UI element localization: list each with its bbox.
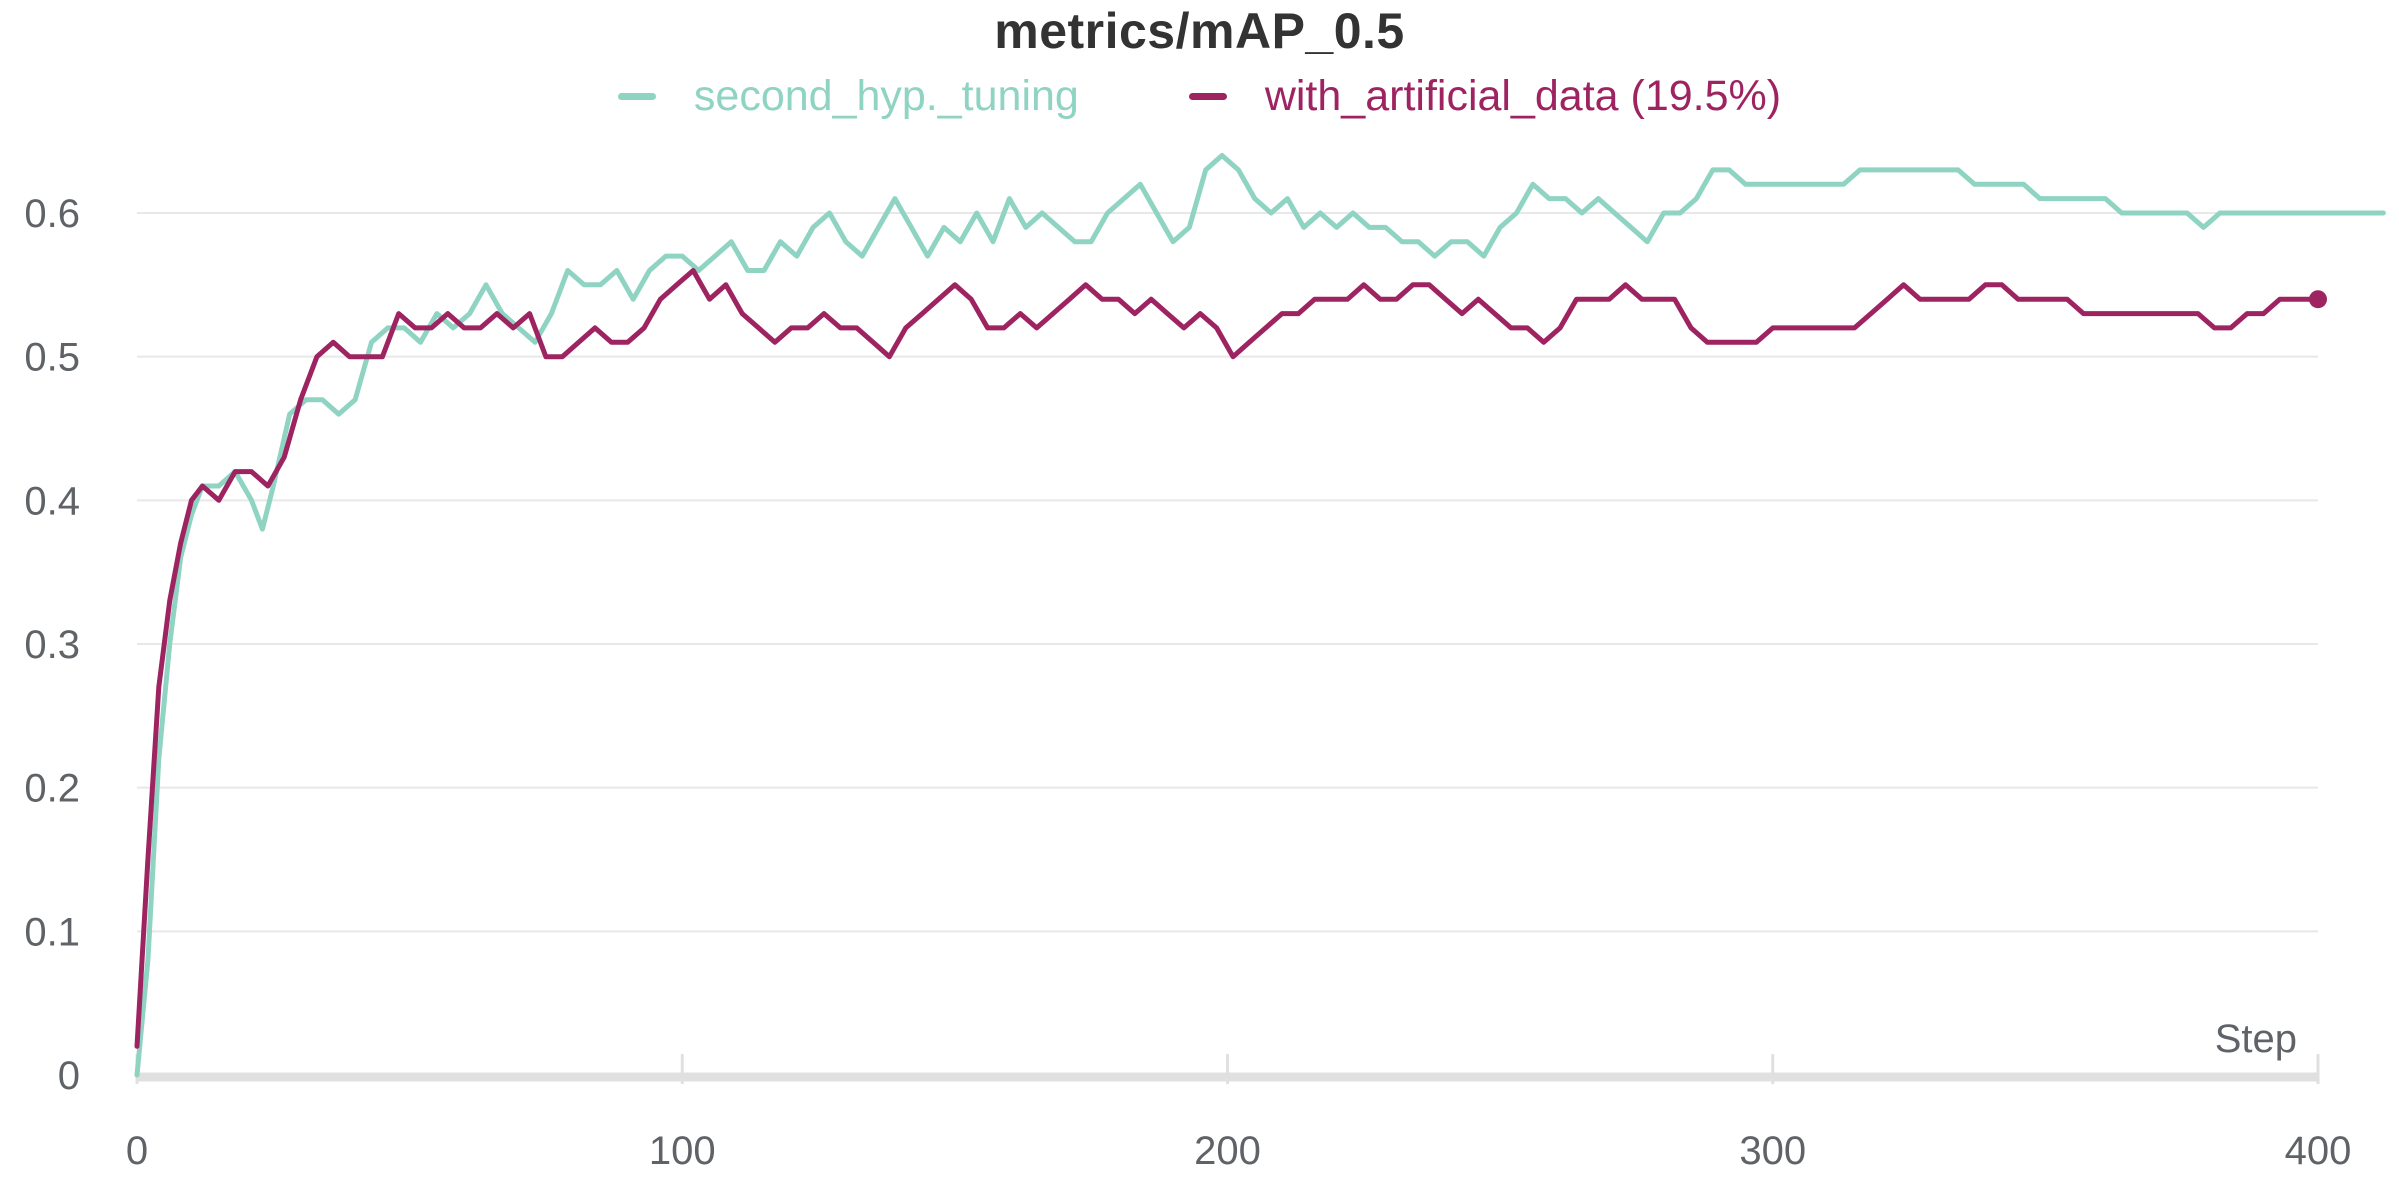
legend-item-series-2[interactable]: with_artificial_data (19.5%) — [1188, 72, 1782, 121]
y-tick-label: 0.2 — [24, 767, 80, 811]
x-axis-title: Step — [2215, 1017, 2297, 1061]
legend-swatch-series-1 — [617, 93, 656, 100]
x-tick-label: 400 — [2285, 1129, 2352, 1173]
chart-title: metrics/mAP_0.5 — [994, 3, 1405, 59]
y-tick-label: 0.6 — [24, 192, 80, 236]
y-tick-label: 0.5 — [24, 336, 80, 380]
legend: second_hyp._tuning with_artificial_data … — [0, 72, 2399, 121]
legend-swatch-series-2 — [1188, 93, 1227, 100]
series-lines — [134, 153, 2386, 1078]
x-tick-label: 200 — [1194, 1129, 1261, 1173]
y-tick-label: 0.1 — [24, 910, 80, 954]
gridlines — [137, 212, 2318, 933]
x-tick-label: 300 — [1739, 1129, 1806, 1173]
y-tick-label: 0 — [58, 1054, 80, 1098]
x-tick-label: 100 — [649, 1129, 716, 1173]
legend-item-series-1[interactable]: second_hyp._tuning — [617, 72, 1079, 121]
legend-label-series-1: second_hyp._tuning — [693, 72, 1079, 120]
tick-labels: 0 0.1 0.2 0.3 0.4 0.5 0.6 0 100 200 300 400 Step — [24, 192, 2351, 1173]
series-line-2 — [134, 268, 2321, 1049]
y-tick-label: 0.4 — [24, 479, 80, 523]
x-tick-label: 0 — [126, 1129, 148, 1173]
x-axis — [135, 1054, 2320, 1084]
y-tick-label: 0.3 — [24, 623, 80, 667]
series-line-1 — [134, 153, 2386, 1078]
series-2-end-marker — [2309, 290, 2327, 309]
legend-label-series-2: with_artificial_data (19.5%) — [1264, 72, 1782, 120]
